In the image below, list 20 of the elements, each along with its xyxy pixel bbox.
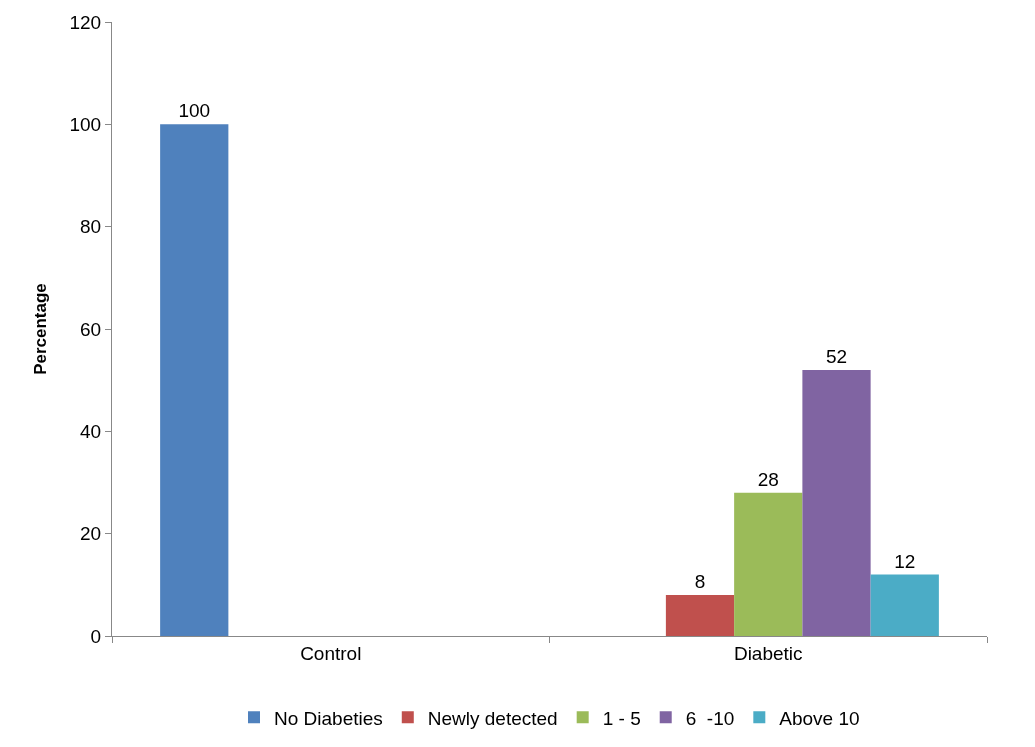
y-axis-title: Percentage [31, 283, 51, 375]
y-tick-label: 120 [69, 11, 102, 33]
y-tick-label: 20 [80, 523, 102, 545]
y-tick-label: 0 [90, 625, 102, 647]
data-label: 12 [894, 550, 916, 572]
legend-label: No Diabeties [274, 707, 383, 729]
legend-label: Above 10 [779, 707, 860, 729]
legend-label: Newly detected [427, 707, 558, 729]
x-tick-label: Control [300, 642, 362, 664]
y-tick-label: 80 [80, 216, 102, 238]
data-label: 52 [825, 345, 848, 367]
x-tick-label: Diabetic [733, 642, 803, 664]
legend-label: 1 - 5 [602, 707, 641, 729]
data-label: 28 [757, 468, 779, 490]
legend-label: 6 -10 [685, 707, 735, 729]
data-label: 100 [178, 100, 211, 122]
y-tick-label: 40 [80, 420, 102, 442]
data-label: 8 [694, 571, 706, 593]
y-tick-label: 100 [69, 113, 102, 135]
y-tick-label: 60 [80, 318, 102, 340]
